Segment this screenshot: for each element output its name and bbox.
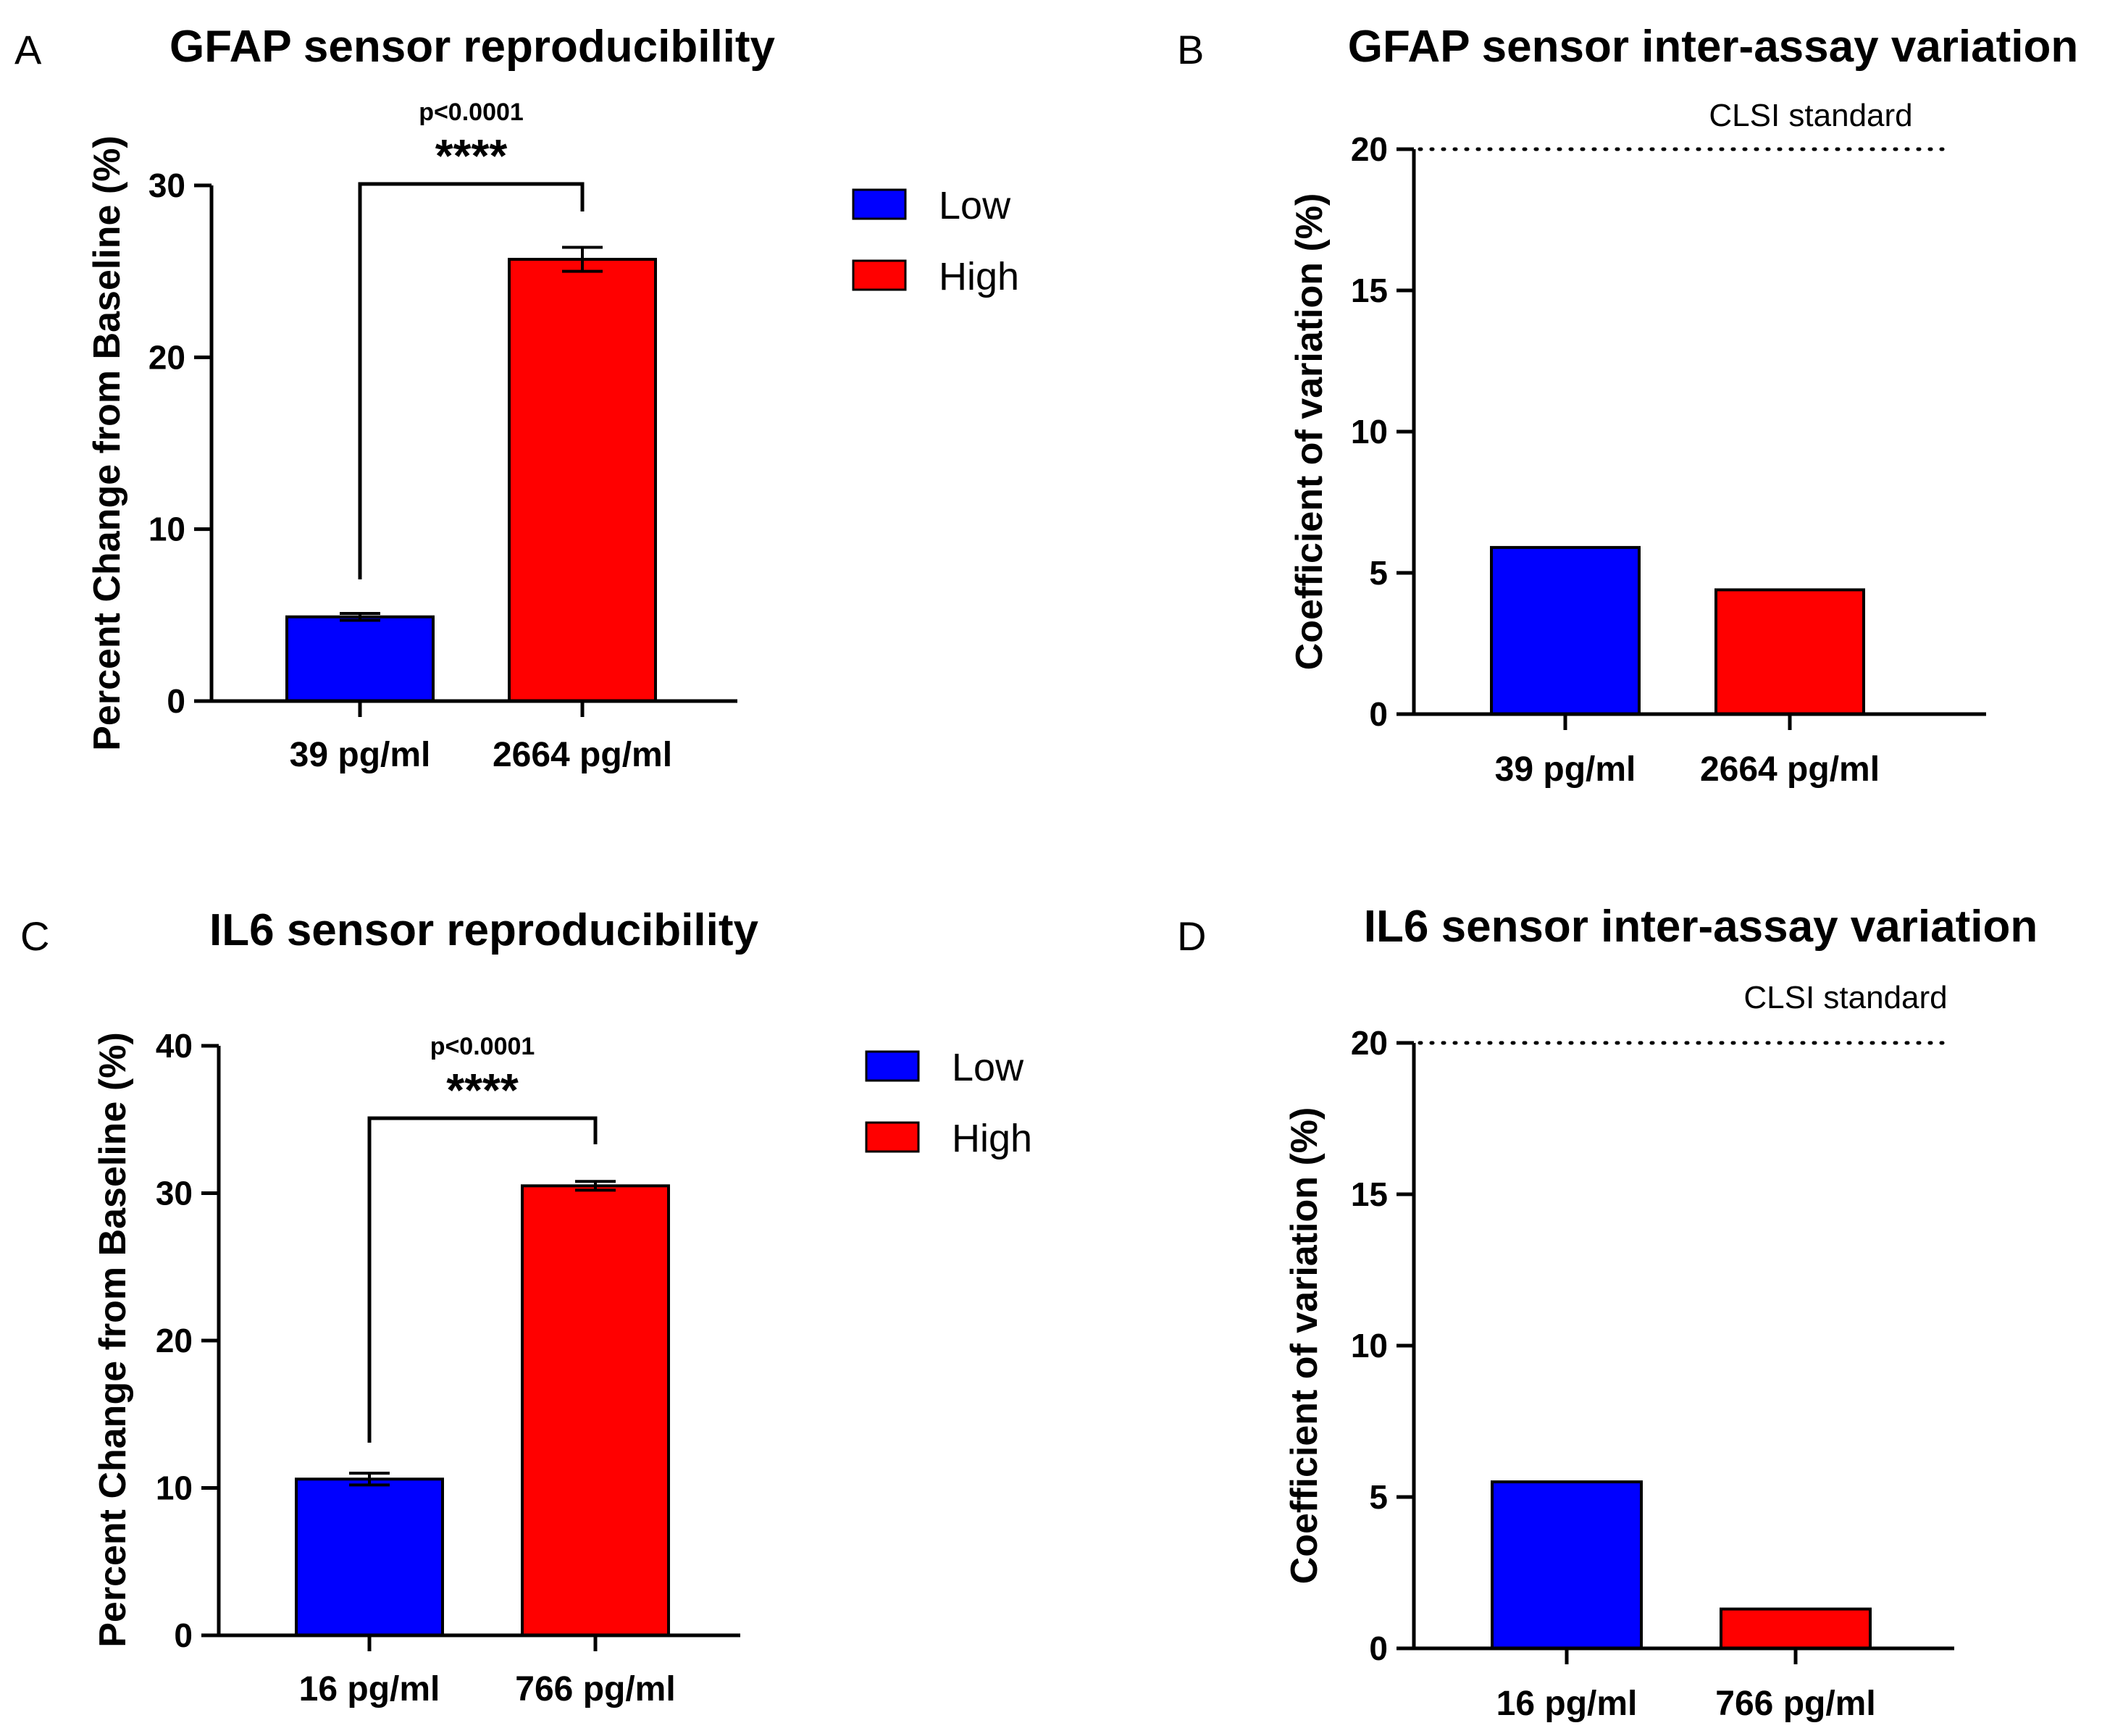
bar-high (521, 1184, 670, 1637)
significance-stars: **** (435, 130, 508, 182)
panel-b: B GFAP sensor inter-assay variation Coeffi… (1177, 22, 2078, 789)
y-axis-title: Coefficient of variation (%) (1284, 1107, 1326, 1585)
y-tick-label: 0 (1369, 695, 1388, 733)
chart-title: GFAP sensor reproducibility (169, 22, 776, 72)
y-tick-label: 0 (1369, 1630, 1388, 1667)
y-axis-title: Percent Change from Baseline (%) (92, 1032, 134, 1648)
legend-label-low: Low (952, 1046, 1024, 1089)
y-tick-label: 20 (156, 1322, 193, 1359)
x-tick-label: 39 pg/ml (1495, 750, 1636, 789)
y-tick-label: 20 (1351, 130, 1388, 168)
bar-low (285, 615, 435, 703)
legend-swatch-high (852, 259, 907, 291)
bar-high (1720, 1607, 1872, 1650)
reference-label: CLSI standard (1709, 98, 1912, 133)
y-tick-label: 15 (1351, 1175, 1388, 1213)
x-tick-label: 766 pg/ml (1715, 1685, 1875, 1723)
bar-low (1491, 1480, 1643, 1650)
y-tick-label: 20 (1351, 1024, 1388, 1062)
bar-low (295, 1477, 444, 1638)
y-tick-label: 20 (148, 338, 185, 376)
y-tick-label: 5 (1369, 554, 1388, 592)
legend-label-high: High (939, 255, 1019, 298)
y-tick-label: 0 (167, 682, 185, 720)
significance-stars: **** (446, 1064, 519, 1116)
reference-label: CLSI standard (1743, 980, 1947, 1015)
y-tick-label: 30 (156, 1175, 193, 1212)
panel-letter: B (1177, 27, 1204, 72)
x-tick-label: 16 pg/ml (299, 1670, 440, 1708)
y-axis-title: Coefficient of variation (%) (1289, 193, 1331, 671)
significance-bracket (358, 182, 585, 579)
y-tick-label: 40 (156, 1027, 193, 1065)
panel-a: A GFAP sensor reproducibility Percent Chan… (14, 22, 1019, 774)
chart-title: IL6 sensor inter-assay variation (1364, 902, 2038, 952)
x-tick-label: 39 pg/ml (290, 736, 431, 774)
panel-letter: C (20, 913, 49, 959)
y-tick-label: 15 (1351, 272, 1388, 309)
legend: Low High (865, 1046, 1032, 1160)
y-tick-label: 0 (174, 1617, 193, 1654)
chart-title: IL6 sensor reproducibility (209, 905, 758, 955)
significance-bracket (367, 1116, 598, 1443)
y-tick-label: 5 (1369, 1478, 1388, 1516)
bar-high (508, 258, 657, 703)
y-tick-label: 10 (1351, 1327, 1388, 1364)
y-tick-label: 10 (148, 511, 185, 548)
x-tick-label: 766 pg/ml (515, 1670, 675, 1708)
y-tick-label: 10 (1351, 413, 1388, 450)
chart-title: GFAP sensor inter-assay variation (1348, 22, 2079, 72)
legend-label-high: High (952, 1117, 1032, 1160)
legend-swatch-high (865, 1121, 920, 1153)
legend-label-low: Low (939, 184, 1011, 227)
x-tick-label: 16 pg/ml (1496, 1685, 1638, 1723)
y-axis-title: Percent Change from Baseline (%) (86, 135, 128, 751)
legend-swatch-low (865, 1050, 920, 1082)
x-tick-label: 2664 pg/ml (1700, 750, 1880, 789)
legend: Low High (852, 184, 1019, 298)
panel-d: D IL6 sensor inter-assay variation Coeffic… (1177, 902, 2038, 1723)
bar-high (1714, 588, 1865, 716)
y-tick-label: 30 (148, 167, 185, 204)
legend-swatch-low (852, 188, 907, 220)
x-tick-label: 2664 pg/ml (493, 736, 672, 774)
y-tick-label: 10 (156, 1469, 193, 1507)
p-value-label: p<0.0001 (430, 1033, 535, 1060)
p-value-label: p<0.0001 (419, 98, 524, 126)
panel-letter: A (14, 27, 42, 72)
panel-letter: D (1177, 913, 1206, 959)
panel-c: C IL6 sensor reproducibility Percent Chang… (20, 905, 1032, 1708)
bar-low (1490, 545, 1641, 716)
